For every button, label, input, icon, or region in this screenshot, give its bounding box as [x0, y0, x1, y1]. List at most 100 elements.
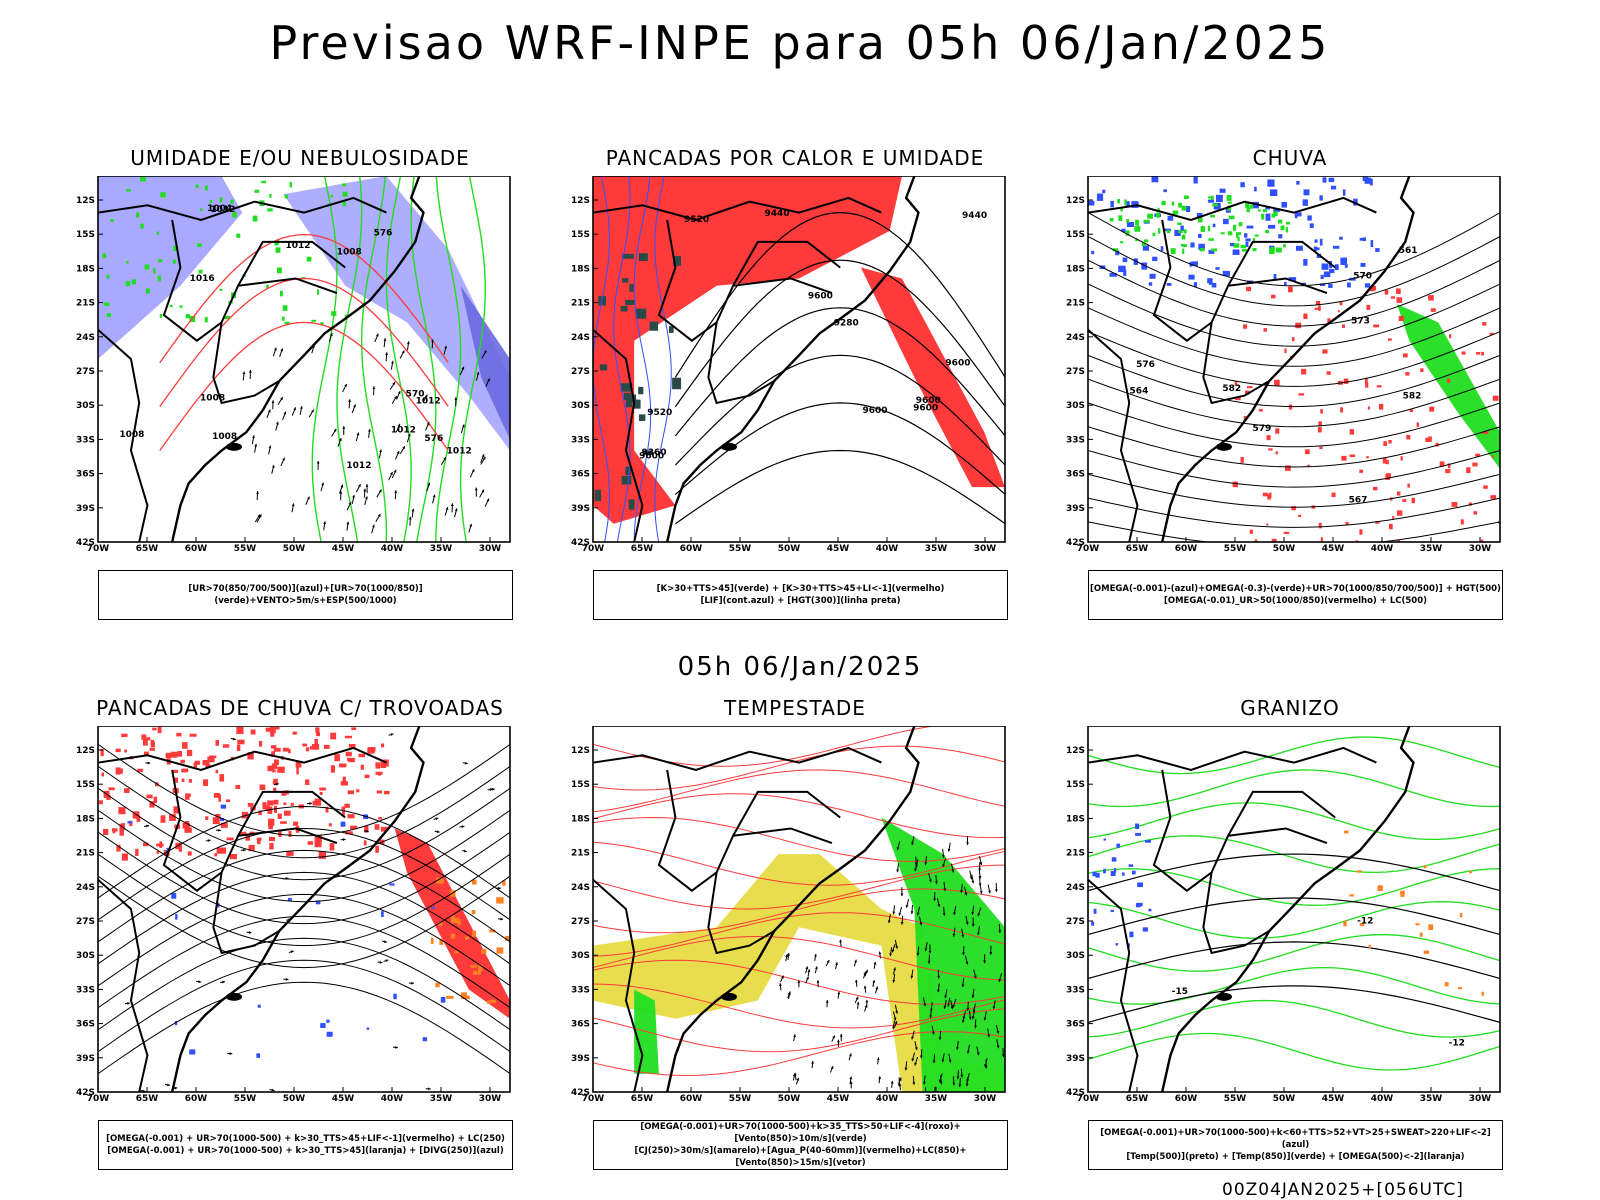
- lon-label: 55W: [234, 1094, 257, 1104]
- omega-ur-area: [1266, 523, 1269, 526]
- legend-line: [OMEGA(-0.001)+UR>70(1000-500)+k>35_TTS>…: [640, 1122, 961, 1144]
- thunderstorm-area: [137, 768, 144, 772]
- humidity-1000-850-contour: [274, 242, 279, 246]
- lon-label: 70W: [87, 544, 110, 554]
- wind-vector: [811, 1060, 814, 1064]
- streamline-arrow: [383, 940, 387, 943]
- divergence-area: [340, 821, 346, 827]
- lat-label: 30S: [76, 401, 95, 411]
- wind-vector: [966, 1008, 970, 1011]
- contour-label: 9600: [916, 396, 941, 406]
- wind-vector: [971, 911, 975, 915]
- thunderstorm-area: [290, 802, 294, 806]
- wind-vector: [988, 890, 991, 894]
- humidity-1000-850-contour: [198, 269, 203, 274]
- contour-label: 576: [374, 228, 393, 238]
- country-border: [237, 790, 346, 837]
- streamline-arrow: [167, 1083, 170, 1087]
- lat-label: 33S: [76, 435, 95, 445]
- omega-area: [1319, 195, 1323, 201]
- instability-area: [621, 475, 632, 485]
- streamline-250: [98, 937, 510, 1031]
- omega-area: [1126, 222, 1134, 228]
- omega-strong-area: [1242, 248, 1248, 252]
- wind-vector: [911, 1036, 914, 1040]
- hail-area: [1148, 908, 1152, 912]
- hail-area: [1135, 832, 1141, 836]
- thunderstorm-area: [118, 768, 123, 774]
- omega-strong-area: [1199, 248, 1205, 252]
- wind-vector: [961, 984, 965, 988]
- omega-strong-area: [1210, 214, 1216, 218]
- streamline-arrow: [492, 787, 495, 791]
- divergence-area: [326, 1031, 333, 1037]
- map-layer: [593, 726, 1005, 1092]
- wind-vector: [346, 521, 350, 525]
- omega-ur-area: [1449, 334, 1452, 339]
- divergence-area: [366, 1027, 370, 1030]
- lat-label: 33S: [1066, 435, 1085, 445]
- lon-label: 30W: [974, 544, 997, 554]
- humidity-1000-850-contour: [145, 288, 150, 294]
- humidity-1000-850-contour: [153, 268, 156, 274]
- country-border: [1152, 769, 1328, 892]
- thunderstorm-area: [248, 844, 255, 852]
- lat-label: 21S: [76, 849, 95, 859]
- omega-ur-area: [1451, 501, 1458, 507]
- lon-label: 65W: [631, 544, 654, 554]
- lon-label: 70W: [1077, 1094, 1100, 1104]
- contour-label: 567: [1349, 496, 1368, 506]
- thunderstorm-area: [124, 788, 130, 793]
- lon-label: 55W: [1224, 1094, 1247, 1104]
- lagoon: [1215, 992, 1232, 1001]
- omega-area: [1245, 241, 1249, 248]
- thunderstorm-area: [358, 753, 366, 758]
- omega-ur-area: [1365, 382, 1369, 388]
- legend-box: [OMEGA(-0.001)+UR>70(1000-500)+k>35_TTS>…: [593, 1120, 1008, 1170]
- omega500-area: [1444, 982, 1449, 987]
- wind-vector: [280, 348, 284, 352]
- lagoon: [225, 442, 242, 451]
- omega-ur-area: [1243, 324, 1248, 329]
- thunderstorm-area: [339, 763, 347, 768]
- wind-vector: [974, 1025, 977, 1029]
- lat-label: 18S: [1066, 264, 1085, 274]
- thunderstorm-area: [273, 805, 277, 813]
- hgt500-streamline: [1088, 497, 1500, 528]
- omega-ur-area: [1320, 537, 1323, 542]
- omega-ur-area: [1234, 380, 1238, 386]
- omega500-area: [1469, 870, 1472, 874]
- wind-vector: [929, 1015, 933, 1019]
- wind-vector: [928, 879, 932, 883]
- precipitable-water-contour: [593, 912, 1005, 957]
- omega-strong-area: [1143, 239, 1149, 243]
- omega500-area: [1349, 894, 1354, 897]
- wind-vector: [953, 912, 956, 915]
- streamline-arrow: [489, 788, 493, 792]
- thunderstorm-area: [277, 813, 282, 819]
- wind-vector: [849, 1076, 853, 1080]
- lon-label: 65W: [136, 544, 159, 554]
- wind-vector: [898, 912, 902, 916]
- omega500-area: [1457, 987, 1462, 990]
- omega-ur-area: [1243, 416, 1247, 421]
- wind-vector: [356, 432, 360, 436]
- omega-ur-area: [1405, 372, 1410, 376]
- wind-vector: [942, 913, 946, 916]
- wind-vector: [890, 1080, 894, 1084]
- omega-area: [1265, 206, 1270, 210]
- wind-vector: [393, 469, 397, 473]
- wind-vector: [826, 959, 830, 963]
- thunderstorm-area: [268, 824, 273, 830]
- wind-vector: [348, 399, 352, 403]
- humidity-1000-850-contour: [136, 212, 140, 218]
- omega-strong-area: [1197, 216, 1203, 223]
- lat-label: 15S: [76, 780, 95, 790]
- omega-area: [1344, 263, 1348, 268]
- streamline-250: [98, 743, 510, 837]
- wind-vector: [377, 513, 381, 517]
- wind-vector: [900, 921, 904, 925]
- wind-vector: [894, 1021, 898, 1025]
- orange-convection-area: [487, 1000, 491, 1004]
- humidity-1000-850-contour: [204, 185, 208, 191]
